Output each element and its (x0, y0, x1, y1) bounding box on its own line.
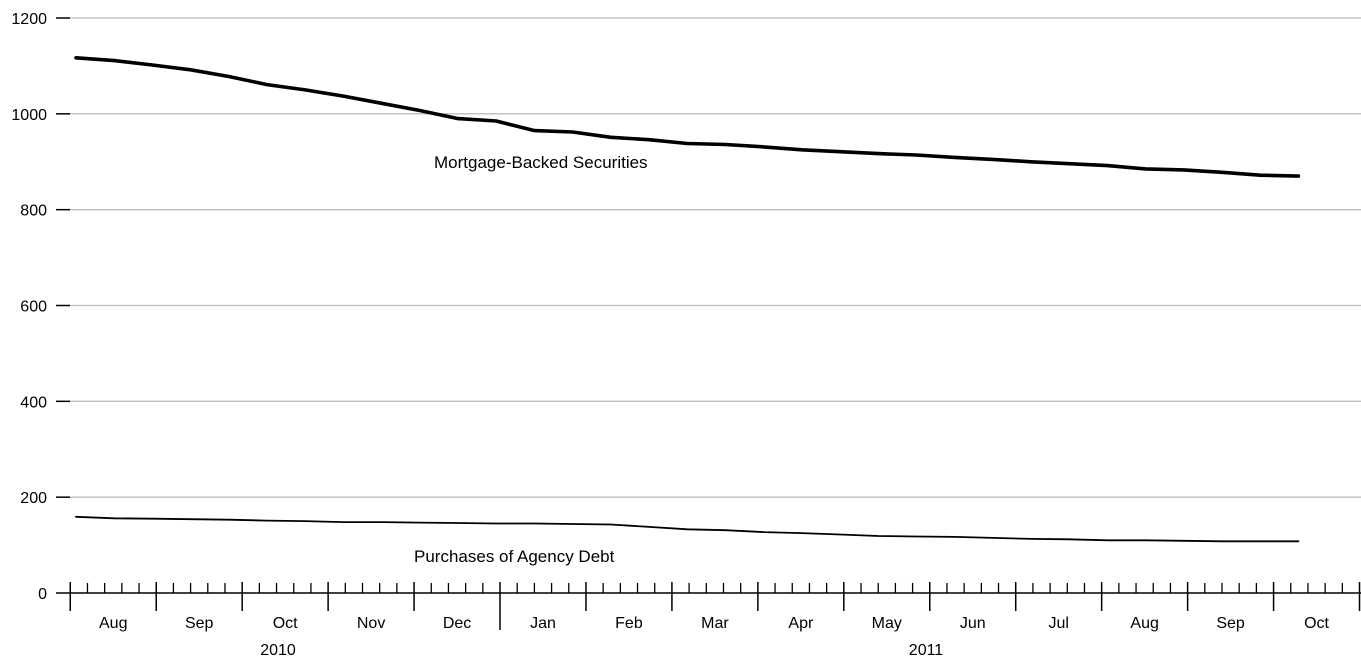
y-tick-label-800: 800 (20, 203, 47, 220)
x-month-label-2: Oct (273, 615, 298, 632)
x-month-label-7: Mar (701, 615, 729, 632)
y-tick-label-400: 400 (20, 394, 47, 411)
x-month-label-5: Jan (530, 615, 556, 632)
series-line-mbs (74, 55, 1301, 178)
x-month-label-10: Jun (960, 615, 986, 632)
series-lines (74, 55, 1301, 543)
series-line-agency-debt (75, 515, 1300, 543)
y-tick-label-1000: 1000 (11, 107, 47, 124)
x-year-label-2011: 2011 (909, 642, 944, 659)
x-axis: Aug Sep Oct Nov Dec Jan Feb Mar Apr May Jun Jul Aug S… (69, 582, 1361, 659)
x-month-label-3: Nov (357, 615, 385, 632)
x-month-label-0: Aug (99, 615, 127, 632)
series-label-mbs: Mortgage-Backed Securities (434, 153, 648, 172)
y-tick-label-1200: 1200 (11, 11, 47, 28)
x-month-label-12: Aug (1130, 615, 1158, 632)
y-tick-label-200: 200 (20, 490, 47, 507)
y-tick-label-600: 600 (20, 299, 47, 316)
x-month-label-13: Sep (1216, 615, 1245, 632)
x-month-label-8: Apr (788, 615, 814, 632)
x-month-label-6: Feb (615, 615, 643, 632)
series-label-agency-debt: Purchases of Agency Debt (414, 547, 615, 566)
x-month-label-11: Jul (1048, 615, 1068, 632)
y-tick-label-0: 0 (38, 586, 47, 603)
x-month-label-1: Sep (185, 615, 214, 632)
x-month-label-9: May (872, 615, 902, 632)
x-month-label-4: Dec (443, 615, 471, 632)
x-year-label-2010: 2010 (260, 642, 296, 659)
y-axis: 0 200 400 600 800 1000 1200 (11, 11, 70, 603)
grid-lines (70, 17, 1361, 498)
x-month-label-14: Oct (1304, 615, 1329, 632)
